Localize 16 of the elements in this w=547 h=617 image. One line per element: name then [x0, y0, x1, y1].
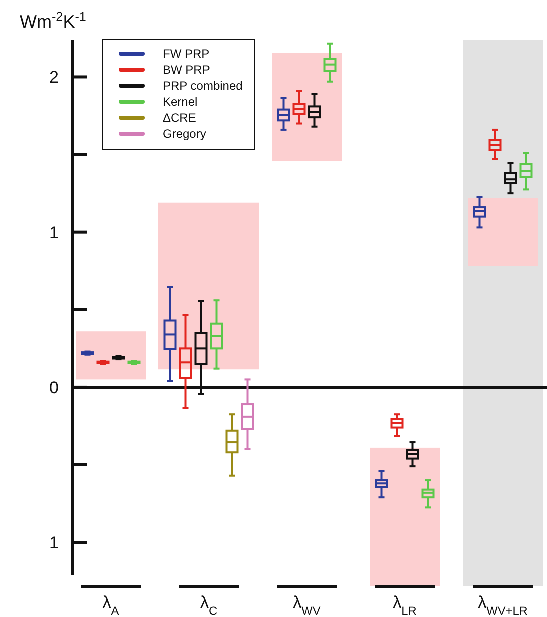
legend-label: ΔCRE [163, 111, 196, 126]
y-tick-label: 2 [50, 68, 59, 88]
y-tick-label: 0 [50, 378, 59, 398]
legend-label: FW PRP [163, 47, 210, 62]
legend-label: Gregory [163, 127, 206, 142]
x-tick-label: λ$_{C}$ [200, 593, 218, 617]
x-tick-label: λ$_{A}$ [102, 593, 120, 617]
x-tick-label: λ$_{WV+LR}$ [478, 593, 528, 617]
y-tick-label: 1 [50, 534, 59, 553]
y-tick-label: 1 [50, 223, 59, 242]
legend-label: Kernel [163, 95, 198, 110]
x-tick-label: λ$_{WV}$ [293, 593, 321, 617]
x-tick-label: λ$_{LR}$ [393, 593, 418, 617]
y-axis-title: Wm$^{-2}$K$^{-1}$ [20, 10, 86, 32]
legend-label: PRP combined [163, 79, 243, 94]
legend-label: BW PRP [163, 63, 210, 78]
